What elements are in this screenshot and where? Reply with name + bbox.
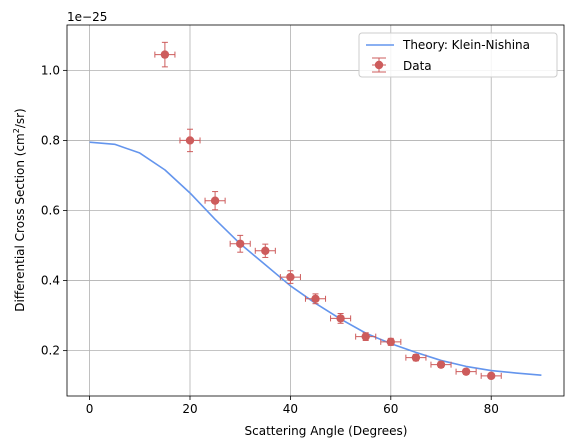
x-tick-label-4: 80 [484,402,499,416]
legend-theory-label: Theory: Klein-Nishina [402,38,530,52]
data-marker-10 [411,353,421,362]
y-tick-label-4: 1.0 [41,63,60,77]
legend-box [358,32,558,78]
y-axis: 0.2 0.4 0.6 0.8 1.0 [41,63,67,358]
y-axis-label-main: Differential Cross Section (cm [13,133,27,312]
data-marker-6 [311,294,320,303]
y-tick-label-3: 0.8 [41,133,60,147]
data-point-9 [380,337,402,347]
data-marker-5 [286,272,295,282]
theory-layer [89,141,542,376]
y-axis-label-sup: 2 [12,128,21,133]
y-tick-label-1: 0.4 [41,274,60,288]
data-point-1 [179,128,201,153]
data-marker-7 [336,314,345,323]
x-axis-label: Scattering Angle (Degrees) [245,424,408,438]
data-marker-4 [261,246,270,255]
x-tick-label-1: 20 [182,402,197,416]
data-point-2 [204,191,226,211]
data-marker-11 [436,360,446,369]
legend: Theory: Klein-Nishina Data [358,32,558,78]
data-point-12 [455,367,477,376]
data-marker-2 [210,196,220,205]
data-marker-12 [461,367,471,376]
data-point-7 [330,312,352,324]
data-marker-1 [185,136,195,145]
legend-data-swatch [372,57,386,73]
data-point-0 [154,41,176,68]
data-point-13 [480,371,502,381]
grid [67,25,564,396]
x-axis: 0 20 40 60 80 [86,396,499,416]
data-point-8 [355,332,377,341]
data-point-4 [254,243,276,258]
theory-line [89,141,542,376]
data-point-5 [279,270,301,284]
data-marker-8 [361,332,370,341]
y-tick-label-0: 0.2 [41,344,60,358]
y-axis-label-tail: /sr) [13,108,27,128]
data-point-11 [430,360,452,369]
data-marker-13 [487,371,496,381]
y-offset-label: 1e−25 [67,10,107,24]
data-point-3 [229,234,251,253]
x-tick-label-2: 40 [283,402,298,416]
x-tick-label-0: 0 [86,402,94,416]
y-tick-label-2: 0.6 [41,204,60,218]
data-point-10 [405,353,427,362]
legend-data-label: Data [403,59,432,73]
data-marker-0 [160,50,170,59]
data-layer [154,41,502,381]
data-point-6 [304,293,327,305]
data-marker-3 [235,239,245,248]
x-tick-label-3: 60 [383,402,398,416]
y-axis-label: Differential Cross Section (cm2/sr) [12,108,27,312]
data-marker-9 [386,337,396,347]
